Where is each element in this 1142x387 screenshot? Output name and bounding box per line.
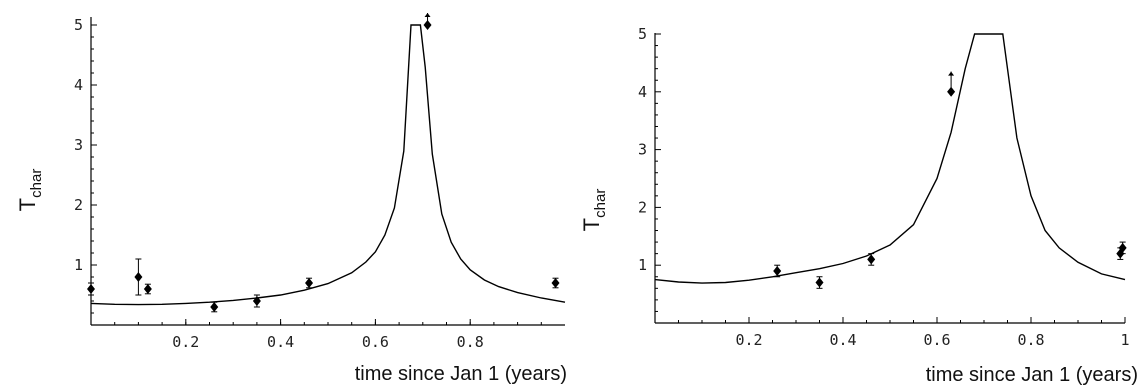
y-tick-label: 4 — [74, 76, 83, 94]
tick-group: 0.2 0.4 0.6 0.8 1 1 2 3 4 5 — [638, 25, 1130, 349]
x-tick-label: 0.2 — [735, 331, 762, 349]
x-tick-label: 0.6 — [362, 333, 389, 351]
y-axis-label: Tchar — [579, 189, 609, 232]
data-point — [134, 272, 143, 282]
y-tick-label: 2 — [638, 198, 647, 216]
x-tick-label: 0.8 — [1017, 331, 1044, 349]
data-point — [947, 86, 956, 97]
lower-limit-arrow — [424, 13, 431, 17]
data-points-group — [87, 13, 560, 313]
x-tick-label: 0.4 — [829, 331, 856, 349]
y-tick-label: 3 — [74, 136, 83, 154]
data-point — [815, 277, 824, 288]
data-point — [305, 278, 314, 288]
x-tick-label: 0.4 — [267, 333, 294, 351]
x-tick-label: 0.6 — [923, 331, 950, 349]
data-point — [551, 278, 560, 288]
data-points-group — [773, 71, 1127, 289]
chart-panel-left: 0.2 0.4 0.6 0.8 1 2 3 4 5 Tchar time since Jan 1… — [15, 13, 567, 385]
y-tick-label: 1 — [74, 256, 83, 274]
y-tick-label: 4 — [638, 83, 647, 101]
data-point — [87, 284, 95, 294]
data-point — [867, 254, 876, 265]
data-point — [1118, 242, 1127, 253]
tick-group: 0.2 0.4 0.6 0.8 1 2 3 4 5 — [74, 16, 542, 351]
x-tick-label: 1 — [1120, 331, 1129, 349]
y-axis-label: Tchar — [15, 169, 45, 212]
fit-curve-group — [654, 33, 1126, 284]
data-point — [773, 265, 782, 276]
x-tick-label: 0.2 — [172, 333, 199, 351]
data-point — [143, 284, 152, 294]
data-point — [252, 296, 261, 306]
x-axis-label: time since Jan 1 (years) — [926, 364, 1138, 386]
x-axis-label: time since Jan 1 (years) — [355, 363, 567, 385]
data-point — [423, 20, 432, 30]
fit-curve — [90, 24, 566, 306]
lower-limit-arrow — [948, 71, 955, 76]
chart-panel-right: 0.2 0.4 0.6 0.8 1 1 2 3 4 5 Tchar time since Jan … — [579, 25, 1138, 386]
y-tick-label: 2 — [74, 196, 83, 214]
fit-curve-group — [90, 24, 566, 306]
y-tick-label: 5 — [74, 16, 83, 34]
fit-curve — [654, 33, 1126, 284]
y-tick-label: 1 — [638, 256, 647, 274]
y-tick-label: 5 — [638, 25, 647, 43]
data-point — [210, 302, 219, 312]
x-tick-label: 0.8 — [457, 333, 484, 351]
y-tick-label: 3 — [638, 141, 647, 159]
